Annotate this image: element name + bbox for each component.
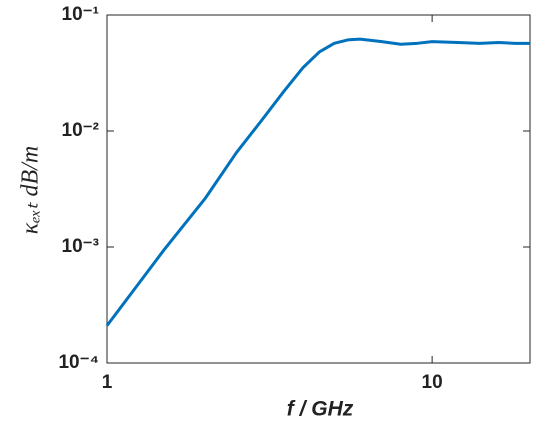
- data-line: [105, 37, 530, 327]
- y-tick-label: 10⁻¹: [62, 4, 100, 25]
- plot-area: [106, 14, 531, 364]
- y-tick-label: 10⁻³: [62, 236, 100, 257]
- y-tick-label: 10⁻⁴: [58, 352, 99, 373]
- y-tick-label: 10⁻²: [62, 120, 100, 141]
- y-axis-label: κₑₓₜ dB/m: [18, 146, 44, 234]
- x-axis-label: f / GHz: [287, 398, 354, 421]
- x-tick-label: 10: [422, 372, 443, 393]
- x-tick-label: 1: [102, 372, 113, 393]
